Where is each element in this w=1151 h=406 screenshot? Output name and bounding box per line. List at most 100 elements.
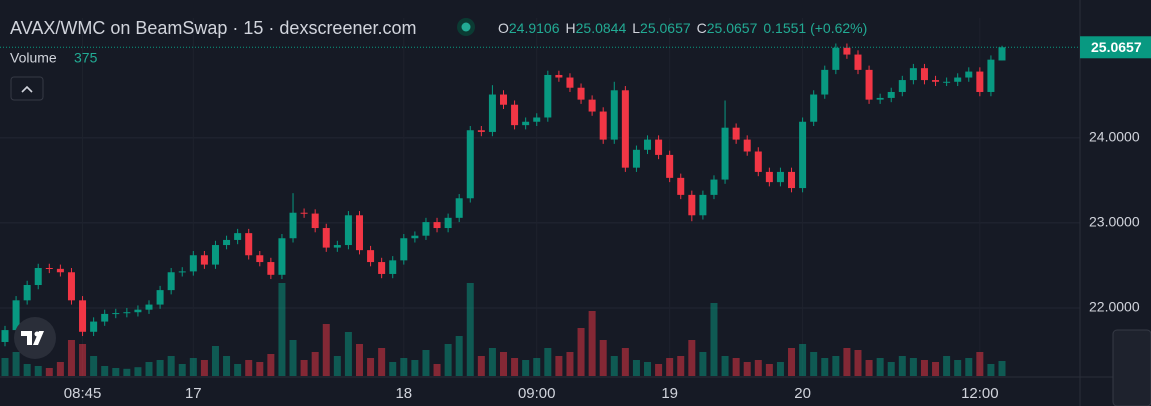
volume-bar: [256, 362, 264, 376]
x-tick-label: 18: [395, 385, 412, 402]
candle-body: [655, 139, 663, 155]
volume-bar: [810, 352, 818, 376]
x-tick-label: 12:00: [961, 385, 999, 402]
chevron-icon: [21, 85, 33, 93]
volume-bar: [655, 364, 663, 376]
candle-body: [67, 272, 75, 301]
candle-body: [666, 154, 674, 178]
candle-body: [610, 90, 618, 140]
volume-bar: [123, 368, 131, 376]
ohlc-value: 25.0844: [576, 20, 627, 36]
volume-bar: [666, 358, 674, 376]
price-change: 0.1551 (+0.62%): [763, 20, 867, 36]
volume-bar: [732, 358, 740, 376]
collapse-button-box[interactable]: [10, 76, 44, 101]
volume-bar: [555, 356, 563, 376]
last-price-label: 25.0657: [1091, 39, 1142, 55]
candle-body: [367, 250, 375, 263]
volume-bar: [189, 358, 197, 376]
candle-body: [577, 87, 585, 100]
candle-body: [145, 304, 153, 310]
volume-bar: [677, 356, 685, 376]
volume-bar: [167, 356, 175, 376]
candle-body: [433, 222, 441, 229]
chart-title: AVAX/WMC on BeamSwap · 15 · dexscreener.…: [10, 18, 417, 38]
volume-bar: [311, 352, 319, 376]
candle-body: [721, 127, 729, 180]
volume-bar: [621, 348, 629, 376]
candle-body: [45, 268, 53, 270]
candle-body: [555, 74, 563, 78]
volume-bar: [433, 364, 441, 376]
volume-bar: [400, 358, 408, 376]
candle-body: [444, 217, 452, 229]
volume-bar: [754, 360, 762, 376]
candle-body: [932, 80, 940, 82]
volume-bar: [145, 362, 153, 376]
volume-bar: [344, 332, 352, 376]
candle-body: [488, 94, 496, 132]
volume-bar: [544, 348, 552, 376]
tv-logo[interactable]: [14, 317, 56, 359]
ohlc-value: 25.0657: [707, 20, 758, 36]
candle-body: [411, 235, 419, 239]
volume-label: Volume: [10, 50, 57, 66]
candle-body: [898, 80, 906, 92]
candle-body: [112, 313, 120, 315]
x-tick-label: 19: [661, 385, 678, 402]
y-tick-label: 22.0000: [1089, 299, 1140, 315]
volume-bar: [965, 358, 973, 376]
volume-bar: [632, 360, 640, 376]
candle-body: [167, 272, 175, 291]
volume-bar: [101, 366, 109, 376]
volume-bar: [998, 361, 1006, 376]
volume-bar: [211, 346, 219, 376]
volume-bar: [909, 358, 917, 376]
volume-bar: [477, 356, 485, 376]
volume-bar: [289, 340, 297, 376]
volume-bar: [200, 360, 208, 376]
volume-bar: [610, 356, 618, 376]
candle-body: [300, 212, 308, 214]
candle-body: [234, 233, 242, 240]
volume-bar: [378, 348, 386, 376]
volume-bar: [954, 360, 962, 376]
mini-panel[interactable]: [1112, 329, 1151, 406]
volume-bar: [876, 358, 884, 376]
candle-body: [688, 194, 696, 216]
volume-bar: [898, 356, 906, 376]
volume-layer: [1, 283, 1006, 376]
candle-body: [355, 215, 363, 251]
ohlc-key: L: [632, 20, 640, 36]
volume-bar: [12, 352, 20, 376]
candle-layer: [1, 43, 1006, 347]
volume-bar: [688, 340, 696, 376]
candle-body: [500, 94, 507, 105]
candle-body: [23, 285, 31, 301]
candle-body: [90, 321, 98, 332]
candle-body: [976, 71, 984, 92]
ohlc-value: 25.0657: [640, 20, 691, 36]
y-tick-label: 23.0000: [1089, 214, 1140, 230]
tv-logo-circle[interactable]: [14, 317, 56, 359]
volume-bar: [178, 364, 186, 376]
volume-bar: [333, 356, 341, 376]
candle-body: [223, 239, 231, 246]
volume-bar: [322, 324, 330, 376]
candle-body: [832, 47, 840, 70]
volume-bar: [45, 368, 53, 376]
candle-body: [699, 194, 707, 216]
candle-body: [189, 255, 197, 272]
volume-bar: [644, 362, 652, 376]
candle-body: [56, 268, 64, 273]
candle-body: [588, 99, 596, 112]
volume-bar: [721, 356, 729, 376]
candle-body: [311, 213, 319, 229]
candle-body: [466, 130, 474, 199]
volume-bar: [887, 362, 895, 376]
candle-body: [843, 47, 851, 55]
volume-bar: [799, 344, 807, 376]
candle-body: [123, 312, 131, 314]
collapse-button[interactable]: [10, 76, 44, 101]
